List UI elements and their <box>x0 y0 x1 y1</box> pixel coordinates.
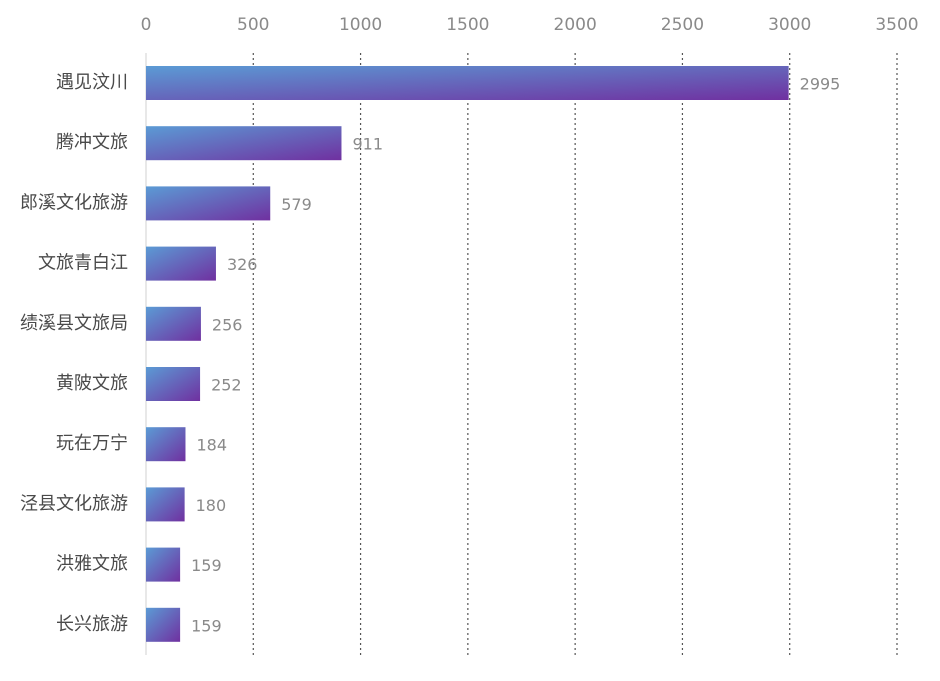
category-label: 文旅青白江 <box>38 253 128 274</box>
data-label: 256 <box>212 315 243 334</box>
bar <box>146 306 201 341</box>
data-label: 579 <box>281 195 312 214</box>
category-label: 洪雅文旅 <box>56 554 128 575</box>
bar <box>146 367 201 401</box>
x-tick-label: 3500 <box>875 15 918 35</box>
category-label: 郎溪文化旅游 <box>20 192 128 213</box>
category-label: 遇见汶川 <box>56 72 128 93</box>
category-label: 黄陂文旅 <box>56 373 128 394</box>
x-axis-ticks: 0 500 1000 1500 2000 2500 3000 3500 <box>141 15 919 35</box>
category-label: 玩在万宁 <box>56 433 128 454</box>
bar <box>146 427 186 462</box>
category-label: 泾县文化旅游 <box>20 493 128 514</box>
bar <box>146 186 271 221</box>
bars <box>146 66 789 642</box>
data-label: 911 <box>352 135 383 154</box>
data-label: 252 <box>211 376 242 395</box>
x-tick-label: 2000 <box>554 15 597 35</box>
x-tick-label: 1500 <box>446 15 489 35</box>
x-tick-label: 2500 <box>661 15 704 35</box>
category-label: 绩溪县文旅局 <box>20 313 128 334</box>
x-tick-label: 1000 <box>339 15 382 35</box>
bar <box>146 246 216 281</box>
data-label: 326 <box>227 255 258 274</box>
category-labels: 遇见汶川腾冲文旅郎溪文化旅游文旅青白江绩溪县文旅局黄陂文旅玩在万宁泾县文化旅游洪… <box>20 72 128 635</box>
x-tick-label: 0 <box>141 15 152 35</box>
bar <box>146 607 181 642</box>
bar <box>146 126 342 161</box>
category-label: 腾冲文旅 <box>56 132 128 153</box>
x-tick-label: 500 <box>237 15 269 35</box>
data-label: 2995 <box>800 75 841 94</box>
bar <box>146 547 181 582</box>
bar <box>146 487 185 522</box>
data-label: 159 <box>191 616 222 635</box>
bar <box>146 66 789 100</box>
x-tick-label: 3000 <box>768 15 811 35</box>
data-label: 184 <box>196 436 227 455</box>
data-label: 159 <box>191 556 222 575</box>
value-labels: 2995 911 579 326 256 252 184 180 159 159 <box>191 75 840 636</box>
category-label: 长兴旅游 <box>56 614 128 635</box>
data-label: 180 <box>196 496 227 515</box>
